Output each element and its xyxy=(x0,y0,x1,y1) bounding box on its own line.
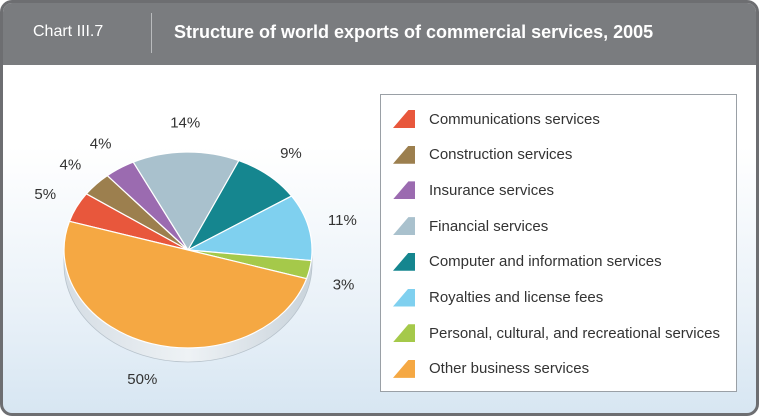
pie-label-5: 11% xyxy=(328,212,357,229)
pie-label-1: 4% xyxy=(60,156,82,173)
legend-swatch xyxy=(393,145,415,164)
legend-label: Construction services xyxy=(429,146,573,164)
legend-label: Other business services xyxy=(429,360,590,378)
pie-slice-other-business-services xyxy=(63,220,308,349)
legend-label: Computer and information services xyxy=(429,253,662,271)
legend-swatch xyxy=(393,324,415,343)
legend-swatch xyxy=(393,359,415,378)
chart-title: Structure of world exports of commercial… xyxy=(174,22,654,42)
legend-item: Other business services xyxy=(393,358,589,380)
legend: Communications services Construction serv… xyxy=(380,94,737,392)
legend-item: Computer and information services xyxy=(393,251,662,273)
pie-label-2: 4% xyxy=(90,135,112,152)
pie-label-4: 9% xyxy=(280,145,302,162)
header-divider xyxy=(151,13,152,53)
pie-label-0: 5% xyxy=(34,186,56,203)
pie-label-3: 14% xyxy=(170,114,200,131)
legend-swatch xyxy=(393,110,415,128)
pie-label-7: 50% xyxy=(127,371,157,388)
legend-item: Communications services xyxy=(393,108,600,130)
pie-chart: 5%4%4%14%9%11%3%50% xyxy=(34,114,357,388)
legend-swatch xyxy=(393,217,415,236)
legend-item: Construction services xyxy=(393,144,572,166)
legend-swatch xyxy=(393,181,415,200)
pie-label-6: 3% xyxy=(333,277,355,294)
pie-slice-financial-services xyxy=(132,151,240,252)
legend-item: Personal, cultural, and recreational ser… xyxy=(393,322,720,344)
pie-slice-royalties-and-license-fees xyxy=(185,195,313,262)
legend-label: Communications services xyxy=(429,110,600,128)
legend-label: Royalties and license fees xyxy=(429,289,604,306)
legend-label: Financial services xyxy=(429,217,549,235)
legend-swatch xyxy=(393,288,415,307)
legend-item: Royalties and license fees xyxy=(393,287,603,309)
legend-swatch xyxy=(393,252,415,271)
legend-item: Financial services xyxy=(393,215,548,237)
legend-label: Personal, cultural, and recreational ser… xyxy=(429,324,720,342)
legend-label: Insurance services xyxy=(429,181,555,199)
chart-header: Chart III.7 Structure of world exports o… xyxy=(3,3,756,65)
legend-item: Insurance services xyxy=(393,179,554,201)
chart-number-label: Chart III.7 xyxy=(33,23,104,40)
